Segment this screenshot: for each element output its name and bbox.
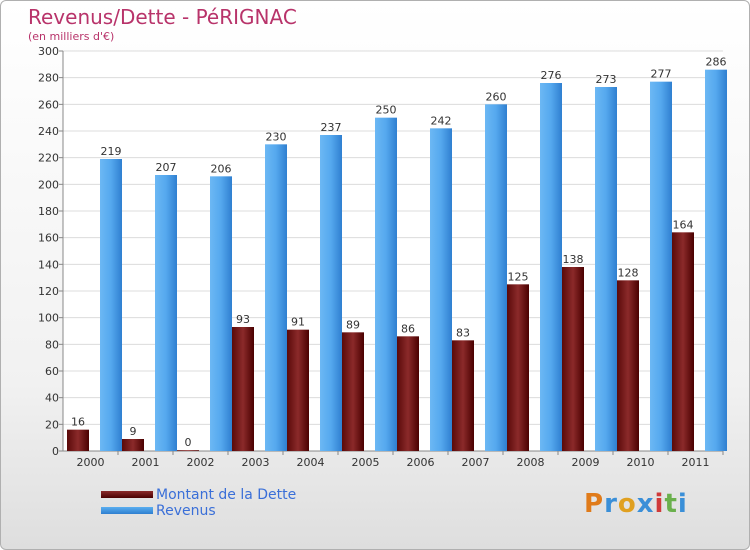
y-tick-label: 220 — [38, 152, 59, 165]
bar-debt — [397, 336, 419, 451]
logo-letter: i — [654, 489, 665, 519]
x-tick-label: 2009 — [572, 456, 600, 469]
x-tick-label: 2002 — [187, 456, 215, 469]
bar-revenue — [540, 83, 562, 451]
bar-debt — [67, 429, 89, 451]
legend-swatch-debt — [101, 491, 153, 498]
bar-revenue — [265, 144, 287, 452]
x-tick-label: 2001 — [132, 456, 160, 469]
x-tick-label: 2005 — [352, 456, 380, 469]
y-tick-label: 60 — [45, 365, 59, 378]
logo-letter: t — [664, 489, 678, 519]
bar-debt — [122, 439, 144, 451]
legend-label-debt: Montant de la Dette — [156, 487, 297, 503]
data-label-revenue: 219 — [101, 145, 122, 158]
bar-revenue — [320, 135, 342, 451]
data-label-debt: 93 — [236, 313, 250, 326]
x-tick-label: 2006 — [407, 456, 435, 469]
data-label-debt: 89 — [346, 318, 360, 331]
data-label-debt: 16 — [71, 416, 85, 429]
y-tick-label: 200 — [38, 178, 59, 191]
data-label-debt: 91 — [291, 316, 305, 329]
bar-revenue — [430, 128, 452, 451]
y-tick-label: 180 — [38, 205, 59, 218]
data-label-revenue: 242 — [431, 114, 452, 127]
data-label-revenue: 207 — [156, 161, 177, 174]
bar-revenue — [595, 87, 617, 451]
x-tick-label: 2003 — [242, 456, 270, 469]
y-tick-label: 0 — [52, 445, 59, 458]
bar-debt — [507, 284, 529, 451]
data-label-revenue: 237 — [321, 121, 342, 134]
logo-letter: r — [604, 489, 618, 519]
proxiti-logo: Proxiti — [584, 489, 688, 519]
bar-debt — [177, 450, 199, 451]
y-tick-label: 240 — [38, 125, 59, 138]
logo-letter: o — [617, 489, 637, 519]
bar-revenue — [485, 104, 507, 451]
y-tick-label: 120 — [38, 285, 59, 298]
x-tick-label: 2010 — [627, 456, 655, 469]
y-tick-label: 80 — [45, 338, 59, 351]
bar-revenue — [155, 175, 177, 451]
bar-debt — [617, 280, 639, 451]
x-tick-label: 2004 — [297, 456, 325, 469]
data-label-debt: 0 — [185, 436, 192, 449]
legend-label-revenue: Revenus — [156, 503, 216, 519]
data-label-debt: 125 — [508, 270, 529, 283]
data-label-revenue: 250 — [376, 104, 397, 117]
bar-debt — [672, 232, 694, 451]
data-label-debt: 86 — [401, 322, 415, 335]
bar-revenue — [100, 159, 122, 451]
bar-revenue — [210, 176, 232, 452]
bar-debt — [452, 340, 474, 451]
bar-debt — [287, 329, 309, 451]
data-label-revenue: 276 — [541, 69, 562, 82]
y-tick-label: 300 — [38, 45, 59, 58]
bar-debt — [232, 327, 254, 451]
x-tick-label: 2011 — [682, 456, 710, 469]
y-tick-label: 260 — [38, 98, 59, 111]
bar-debt — [562, 267, 584, 451]
data-label-debt: 138 — [563, 253, 584, 266]
data-label-revenue: 206 — [211, 162, 232, 175]
data-label-debt: 9 — [130, 425, 137, 438]
data-label-revenue: 260 — [486, 90, 507, 103]
data-label-debt: 128 — [618, 266, 639, 279]
chart-subtitle: (en milliers d'€) — [28, 30, 115, 43]
y-tick-label: 140 — [38, 258, 59, 271]
y-tick-label: 100 — [38, 312, 59, 325]
y-tick-label: 280 — [38, 72, 59, 85]
y-tick-label: 160 — [38, 232, 59, 245]
data-label-revenue: 230 — [266, 130, 287, 143]
bar-revenue — [375, 117, 397, 452]
y-tick-label: 20 — [45, 418, 59, 431]
chart-title: Revenus/Dette - PéRIGNAC — [28, 5, 297, 29]
logo-letter: P — [584, 489, 605, 519]
data-label-revenue: 273 — [596, 73, 617, 86]
y-tick-label: 40 — [45, 392, 59, 405]
logo-letter: x — [636, 489, 655, 519]
data-label-debt: 83 — [456, 326, 470, 339]
bar-debt — [342, 332, 364, 451]
logo-letter: i — [677, 489, 688, 519]
data-label-revenue: 286 — [706, 56, 727, 69]
data-label-debt: 164 — [673, 218, 694, 231]
bar-revenue — [705, 69, 727, 452]
data-label-revenue: 277 — [651, 68, 672, 81]
bar-revenue — [650, 81, 672, 452]
legend-swatch-revenue — [101, 507, 153, 514]
x-tick-label: 2000 — [77, 456, 105, 469]
x-tick-label: 2007 — [462, 456, 490, 469]
x-tick-label: 2008 — [517, 456, 545, 469]
